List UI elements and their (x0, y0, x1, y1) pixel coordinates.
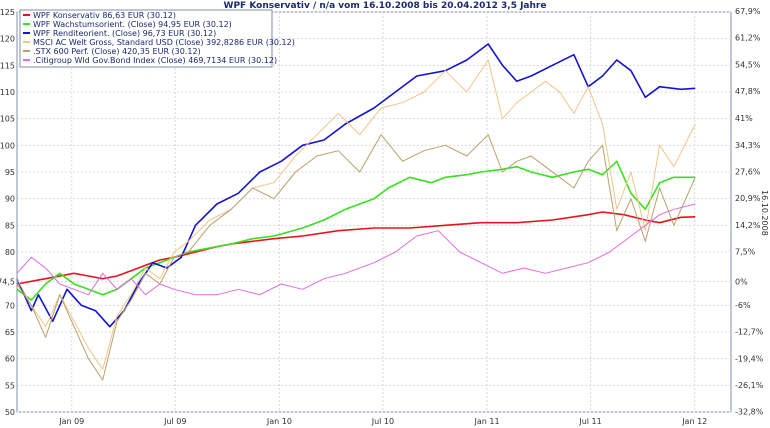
x-tick-label: Jul 10 (371, 417, 394, 426)
y-right-tick-label: -12,7% (735, 328, 764, 337)
x-tick-label: Jan 10 (266, 417, 292, 426)
series-line-2 (16, 160, 696, 301)
y-right-tick-label: 47,8% (735, 87, 761, 96)
series-line-3 (16, 43, 696, 328)
x-tick-label: Jan 11 (473, 417, 499, 426)
legend-box (19, 9, 273, 68)
y-left-tick-label: 110 (0, 88, 15, 97)
x-tick-label: Jan 12 (681, 417, 707, 426)
y-left-tick-label: 85 (5, 221, 15, 230)
y-right-tick-label: -26,1% (735, 381, 764, 390)
y-right-tick-label: -6% (735, 301, 751, 310)
series-line-6 (16, 203, 696, 296)
y-right-tick-label: 27,6% (735, 167, 761, 176)
legend: WPF Konservativ 86,63 EUR (30.12)WPF Wac… (19, 9, 295, 68)
series-layer (16, 43, 696, 381)
y-left-tick-label: 80 (5, 248, 15, 257)
plot-area (16, 11, 732, 413)
y-left-tick-label: 115 (0, 61, 15, 70)
y-left-tick-label: 50 (5, 408, 15, 417)
chart-title: WPF Konservativ / n/a vom 16.10.2008 bis… (224, 1, 547, 11)
legend-entry: WPF Renditeorient. (Close) 96,73 EUR (30… (33, 29, 216, 38)
x-tick-label: Jan 09 (58, 417, 84, 426)
y-right-tick-label: -32,8% (735, 408, 764, 417)
y-left-tick-label: 55 (5, 381, 15, 390)
y-right-tick-label: 20,9% (735, 194, 761, 203)
y-right-tick-label: 54,5% (735, 60, 761, 69)
series-line-5 (16, 134, 696, 381)
y-right-tick-label: 14,2% (735, 221, 761, 230)
series-line-1 (16, 211, 696, 285)
y-right-tick-label: 67,9% (735, 7, 761, 16)
legend-entry: MSCI AC Welt Gross, Standard USD (Close)… (33, 38, 295, 47)
series-line-4 (16, 59, 696, 370)
y-right-tick-label: 61,2% (735, 34, 761, 43)
y-right-tick-label: 7,5% (735, 247, 756, 256)
y-left-tick-label: 120 (0, 35, 15, 44)
side-date-label: 16.10.2008 (760, 190, 769, 236)
y-left-tick-label: 74,5 (0, 277, 15, 286)
y-left-tick-label: 125 (0, 8, 15, 17)
y-right-tick-label: 0% (735, 277, 748, 286)
y-left-tick-label: 90 (5, 195, 15, 204)
y-right-tick-label: 41% (735, 114, 753, 123)
legend-entry: WPF Konservativ 86,63 EUR (30.12) (33, 11, 176, 20)
axis-layer: 50 55 60 65 70 74,5 80 85 90 95 100 105 110 115 120 125… (0, 7, 764, 426)
y-left-tick-label: 70 (5, 301, 15, 310)
legend-entry: .STX 600 Perf. (Close) 420,35 EUR (30.12… (33, 47, 201, 56)
y-right-tick-label: 34,3% (735, 141, 761, 150)
y-left-tick-label: 105 (0, 115, 15, 124)
y-left-tick-label: 65 (5, 328, 15, 337)
x-tick-label: Jul 11 (578, 417, 601, 426)
y-right-tick-label: -19,4% (735, 354, 764, 363)
legend-entry: .Citigroup Wld Gov.Bond Index (Close) 46… (33, 56, 277, 65)
legend-entry: WPF Wachstumsorient. (Close) 94,95 EUR (… (33, 20, 232, 29)
y-left-tick-label: 95 (5, 168, 15, 177)
x-tick-label: Jul 09 (163, 417, 186, 426)
y-left-tick-label: 100 (0, 141, 15, 150)
y-left-tick-label: 60 (5, 355, 15, 364)
